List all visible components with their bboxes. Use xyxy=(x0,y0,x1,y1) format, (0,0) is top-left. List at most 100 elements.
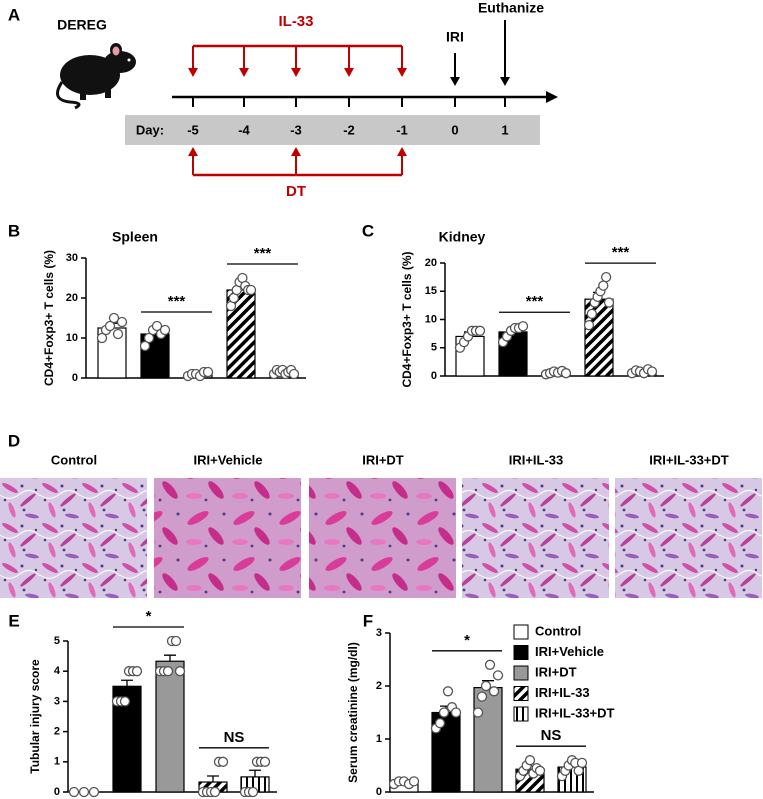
y-tick-label: 1 xyxy=(54,756,60,768)
legend-label: Control xyxy=(535,623,581,638)
y-tick-label: 3 xyxy=(376,627,382,639)
error-bar xyxy=(207,775,219,783)
y-tick-label: 0 xyxy=(376,786,382,798)
day-value: 0 xyxy=(451,122,458,137)
data-point xyxy=(217,756,229,767)
y-tick-label: 10 xyxy=(66,332,78,344)
significance-label: * xyxy=(464,632,470,649)
dt-arrow-head xyxy=(291,147,301,156)
histology-image xyxy=(154,478,301,598)
error-bar xyxy=(164,654,176,662)
data-point xyxy=(159,324,171,336)
data-point xyxy=(143,332,155,344)
significance-label: * xyxy=(146,608,152,625)
y-tick-label: 3 xyxy=(54,695,60,707)
iri-label: IRI xyxy=(446,29,464,45)
legend-swatch xyxy=(513,624,529,640)
histology-label: IRI+IL-33+DT xyxy=(649,452,729,467)
significance-label: *** xyxy=(254,245,272,262)
data-point xyxy=(476,691,488,702)
il33-arrow-head xyxy=(344,68,354,77)
histology-image xyxy=(462,478,609,598)
data-point xyxy=(112,328,124,340)
data-point xyxy=(438,707,450,718)
y-axis-label: CD4+Foxp3+ T cells (%) xyxy=(42,250,56,386)
y-tick-label: 4 xyxy=(54,665,61,677)
data-point xyxy=(524,755,536,766)
legend-label: IRI+IL-33+DT xyxy=(535,705,615,720)
panel-letter: F xyxy=(363,611,373,630)
data-point xyxy=(408,776,420,787)
data-point xyxy=(517,321,529,332)
y-tick-label: 1 xyxy=(376,733,382,745)
data-point xyxy=(139,340,151,352)
data-point xyxy=(96,332,108,344)
data-point xyxy=(131,666,143,677)
data-point xyxy=(442,686,454,697)
y-axis-label: Tubular injury score xyxy=(28,659,42,774)
error-bar xyxy=(249,769,261,777)
timeline-arrowhead xyxy=(546,91,558,103)
panel-letter: C xyxy=(362,221,374,240)
histology-image xyxy=(309,478,456,598)
data-point xyxy=(202,366,214,378)
significance-label: NS xyxy=(224,729,245,746)
data-point xyxy=(259,756,271,767)
data-point xyxy=(560,368,572,379)
bar xyxy=(155,660,185,793)
il33-arrow-head xyxy=(291,68,301,77)
day-value: -1 xyxy=(396,122,408,137)
significance-label: *** xyxy=(168,293,186,310)
data-point xyxy=(474,325,486,336)
chart-title: Kidney xyxy=(439,229,486,245)
data-point xyxy=(68,786,80,798)
data-point xyxy=(247,786,259,798)
significance-label: *** xyxy=(612,244,630,261)
mouse-icon xyxy=(56,43,136,110)
y-axis-label: Serum creatinine (mg/dl) xyxy=(346,642,360,783)
panel-letter: A xyxy=(8,5,20,24)
data-point xyxy=(108,312,120,324)
data-point xyxy=(603,297,615,308)
data-point xyxy=(583,319,595,331)
histology-image xyxy=(615,478,762,598)
euthanize-arrow-head xyxy=(500,77,510,86)
day-label: Day: xyxy=(136,122,164,137)
dt-arrow-head xyxy=(188,147,198,156)
histology-label: IRI+Vehicle xyxy=(193,452,262,467)
panel-letter: D xyxy=(8,431,20,450)
data-point xyxy=(162,666,174,677)
data-point xyxy=(472,707,484,718)
iri-arrow-head xyxy=(450,77,460,86)
y-tick-label: 0 xyxy=(431,370,437,382)
legend-swatch xyxy=(513,686,529,701)
histology-label: Control xyxy=(51,452,97,467)
mouse-label: DEREG xyxy=(57,17,107,33)
data-point xyxy=(88,786,100,798)
data-point xyxy=(245,284,257,296)
significance-label: *** xyxy=(526,293,544,310)
dt-label: DT xyxy=(286,183,306,200)
data-point xyxy=(586,308,598,320)
data-point xyxy=(119,696,131,707)
legend-swatch xyxy=(513,665,529,681)
y-tick-label: 20 xyxy=(425,257,437,269)
day-value: -5 xyxy=(187,122,199,137)
y-tick-label: 5 xyxy=(54,635,60,647)
dt-arrow-head xyxy=(397,147,407,156)
y-tick-label: 30 xyxy=(66,252,78,264)
il33-arrow-head xyxy=(239,68,249,77)
data-point xyxy=(450,707,462,718)
data-point xyxy=(492,670,504,681)
bar xyxy=(473,686,503,793)
data-point xyxy=(434,717,446,729)
error-bar xyxy=(121,679,133,687)
il33-label: IL-33 xyxy=(278,13,313,30)
legend-label: IRI+DT xyxy=(535,664,577,679)
y-tick-label: 5 xyxy=(431,342,437,354)
histology-label: IRI+DT xyxy=(362,452,404,467)
panel-letter: B xyxy=(8,221,20,240)
legend-label: IRI+IL-33 xyxy=(535,685,590,700)
data-point xyxy=(78,786,90,798)
